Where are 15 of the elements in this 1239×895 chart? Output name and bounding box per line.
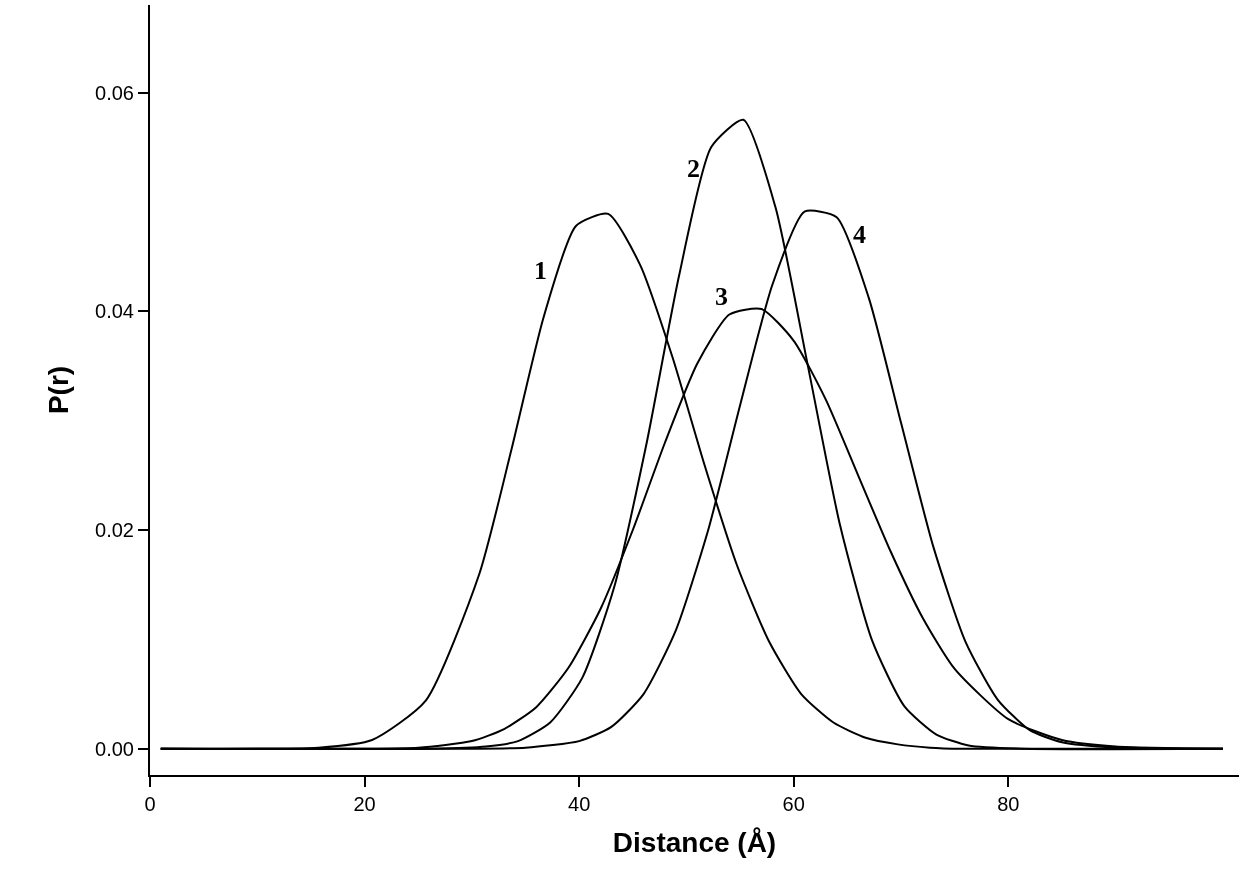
x-tick-label: 20 <box>353 793 376 815</box>
series-label: 2 <box>687 154 700 183</box>
x-tick-label: 80 <box>997 793 1020 815</box>
y-tick-label: 0.06 <box>95 81 134 104</box>
y-tick-label: 0.00 <box>95 737 134 760</box>
x-tick-label: 40 <box>568 793 591 815</box>
x-tick-label: 0 <box>144 793 156 815</box>
x-tick-label: 60 <box>782 793 805 815</box>
y-axis-title: P(r) <box>43 365 75 415</box>
series-label: 3 <box>715 282 728 311</box>
series-label: 4 <box>853 220 866 249</box>
y-tick-label: 0.04 <box>95 300 134 323</box>
series-label: 1 <box>534 256 547 285</box>
x-axis-title: Distance (Å) <box>612 826 777 858</box>
y-tick-label: 0.02 <box>95 519 134 541</box>
